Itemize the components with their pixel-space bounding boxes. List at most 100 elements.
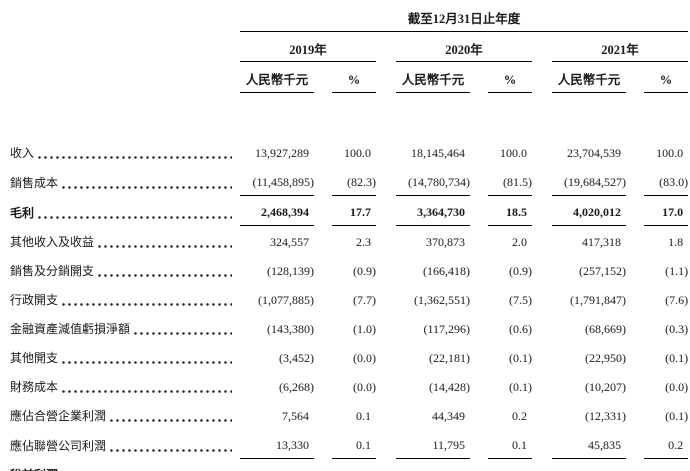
percent-value: (81.5) (503, 175, 532, 189)
dot-leader (98, 245, 232, 249)
amount-value: (14,780,734) (408, 175, 470, 189)
table-row-revenue: 收入 13,927,289 100.0 18,145,464 100.0 23,… (10, 137, 688, 166)
spacer-row (10, 93, 688, 138)
amount-value: (19,684,527) (564, 175, 626, 189)
unit-header: 人民幣千元 (245, 73, 309, 87)
percent-value: (83.0) (659, 175, 689, 189)
percent-value: 0.2 (668, 438, 684, 452)
percent-value: 100.0 (344, 146, 371, 160)
amount-value: (6,268) (279, 380, 314, 394)
dot-leader (110, 448, 232, 453)
amount-value: 23,704,539 (567, 146, 621, 160)
dot-leader (38, 215, 232, 220)
dot-leader (134, 332, 232, 336)
dot-leader (62, 185, 232, 190)
amount-value: (22,181) (429, 351, 470, 365)
dot-leader (98, 274, 232, 278)
amount-value: 2,468,394 (261, 205, 309, 219)
amount-value: (117,296) (423, 322, 470, 336)
amount-value: (1,077,885) (258, 293, 314, 307)
dot-leader (62, 390, 232, 394)
income-statement-table: 截至12月31日止年度 2019年 2020年 2021年 人民幣千元 % 人民… (10, 6, 689, 471)
table-row-share-of-associates-profits: 應佔聯營公司利潤 13,330 0.1 11,795 0.1 45,835 0.… (10, 429, 689, 459)
period-header: 截至12月31日止年度 (407, 12, 521, 26)
percent-value: 0.2 (512, 409, 527, 423)
amount-value: (22,950) (585, 351, 626, 365)
amount-value: 45,835 (588, 438, 621, 452)
percent-header: % (503, 73, 517, 87)
amount-value: 324,557 (270, 235, 309, 249)
amount-value: 2,320,009 (573, 468, 621, 471)
percent-value: (0.9) (509, 264, 532, 278)
amount-value: 1,454,721 (261, 468, 309, 471)
percent-value: 0.1 (356, 409, 371, 423)
percent-value: (0.0) (665, 380, 689, 394)
percent-value: (0.1) (665, 409, 689, 423)
amount-value: (166,418) (423, 264, 470, 278)
amount-value: 4,020,012 (573, 205, 621, 219)
percent-value: 100.0 (656, 146, 684, 160)
percent-value: (0.0) (353, 351, 376, 365)
amount-value: 13,927,289 (255, 146, 309, 160)
year-header-2020: 2020年 (445, 43, 483, 57)
dot-leader (110, 419, 232, 423)
row-label: 行政開支 (10, 293, 59, 307)
amount-value: 13,330 (276, 438, 309, 452)
unit-header-row: 人民幣千元 % 人民幣千元 % 人民幣千元 % (10, 61, 689, 93)
percent-header: % (659, 73, 673, 87)
row-label: 其他收入及收益 (10, 235, 95, 249)
row-label: 收入 (10, 146, 35, 160)
row-label: 其他開支 (10, 351, 59, 365)
percent-value: (1.0) (353, 322, 376, 336)
amount-value: 7,564 (282, 409, 309, 423)
table-row-profit-before-tax: 稅前利潤 1,454,721 10.4 2,108,873 11.6 2,320… (10, 459, 688, 471)
period-header-row: 截至12月31日止年度 (10, 6, 689, 32)
row-label: 毛利 (10, 205, 35, 220)
year-header-row: 2019年 2020年 2021年 (10, 31, 689, 62)
amount-value: (1,362,551) (414, 293, 470, 307)
year-header-2021: 2021年 (601, 43, 639, 57)
percent-value: (0.1) (509, 380, 532, 394)
table-row-other-income: 其他收入及收益 324,557 2.3 370,873 2.0 417,318 … (10, 226, 688, 256)
percent-value: 17.7 (350, 205, 371, 219)
percent-value: (82.3) (347, 175, 376, 189)
table-row-cost-of-sales: 銷售成本 (11,458,895) (82.3) (14,780,734) (8… (10, 166, 689, 196)
table-row-selling-expenses: 銷售及分銷開支 (128,139) (0.9) (166,418) (0.9) … (10, 255, 688, 284)
percent-value: 17.0 (662, 205, 684, 219)
dot-leader (62, 303, 232, 307)
amount-value: (12,331) (585, 409, 626, 423)
amount-value: (257,152) (579, 264, 626, 278)
percent-value: (7.6) (665, 293, 689, 307)
percent-value: (0.1) (509, 351, 532, 365)
percent-value: (1.1) (665, 264, 689, 278)
dot-leader (62, 361, 232, 365)
dot-leader (38, 156, 232, 160)
row-label: 稅前利潤 (10, 466, 58, 471)
row-label: 應佔聯營公司利潤 (10, 438, 107, 453)
amount-value: (143,380) (267, 322, 314, 336)
amount-value: (14,428) (429, 380, 470, 394)
row-label: 財務成本 (10, 380, 59, 394)
table-row-impairment-losses: 金融資產減值虧損淨額 (143,380) (1.0) (117,296) (0.… (10, 313, 688, 342)
table-row-other-expenses: 其他開支 (3,452) (0.0) (22,181) (0.1) (22,95… (10, 342, 688, 371)
amount-value: (1,791,847) (570, 293, 626, 307)
amount-value: (11,458,895) (252, 175, 314, 189)
row-label: 銷售及分銷開支 (10, 264, 95, 278)
amount-value: 18,145,464 (411, 146, 465, 160)
percent-value: 10.4 (350, 468, 371, 471)
amount-value: (3,452) (279, 351, 314, 365)
table-row-finance-costs: 財務成本 (6,268) (0.0) (14,428) (0.1) (10,20… (10, 371, 688, 400)
percent-value: 2.0 (512, 235, 527, 249)
amount-value: 11,795 (432, 438, 465, 452)
row-label: 應佔合營企業利潤 (10, 409, 107, 423)
table-row-share-of-jv-profits: 應佔合營企業利潤 7,564 0.1 44,349 0.2 (12,331) (… (10, 400, 688, 429)
amount-value: 2,108,873 (417, 468, 465, 471)
percent-value: 1.8 (668, 235, 684, 249)
percent-value: 9.8 (668, 468, 683, 471)
row-label: 銷售成本 (10, 175, 59, 190)
percent-header: % (347, 73, 361, 87)
amount-value: (128,139) (267, 264, 314, 278)
percent-value: 18.5 (506, 205, 527, 219)
percent-value: (0.6) (509, 322, 532, 336)
